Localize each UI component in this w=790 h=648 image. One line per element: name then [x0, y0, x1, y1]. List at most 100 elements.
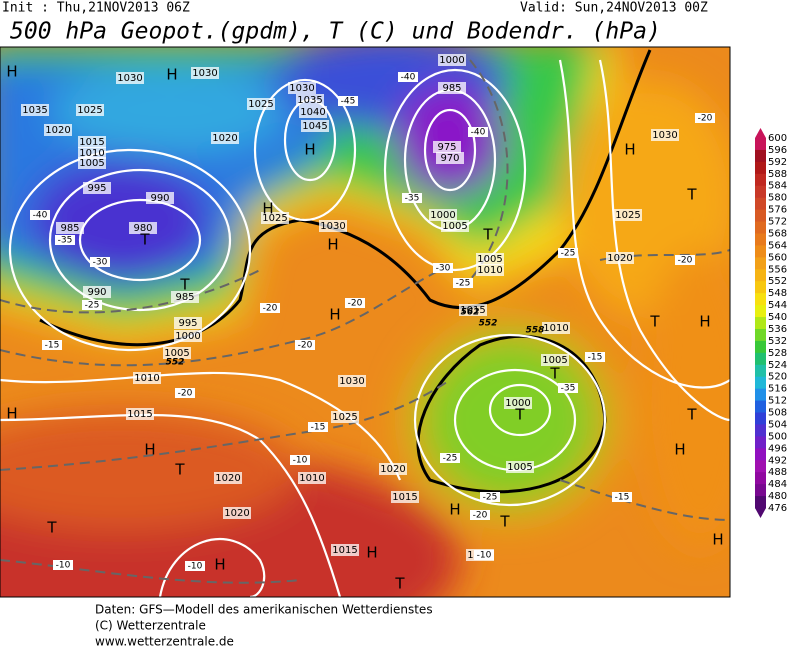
isotherm-label: -20 [298, 341, 313, 351]
isotherm-label: -20 [348, 299, 363, 309]
init-time: Init : Thu,21NOV2013 06Z [2, 1, 190, 16]
contour-label: 558 [526, 326, 545, 336]
pressure-center: H [144, 441, 155, 459]
isobar-label: 1020 [215, 473, 240, 484]
isotherm-label: -15 [45, 341, 60, 351]
isobar-label: 990 [87, 287, 106, 298]
isotherm-label-bg [398, 72, 418, 82]
isotherm-label: -10 [188, 562, 203, 572]
isobar-label-bg [438, 54, 466, 66]
isotherm-label-bg [260, 303, 280, 313]
colorbar-label: 480 [768, 491, 787, 502]
colorbar-label: 588 [768, 169, 787, 180]
isobar-label-bg [133, 372, 161, 384]
isotherm-label: -10 [293, 456, 308, 466]
colorbar-swatch [755, 281, 766, 294]
isobar-label-bg [379, 463, 407, 475]
colorbar-swatch [755, 448, 766, 461]
isobar-label-bg [191, 67, 219, 79]
isobar-label-bg [83, 286, 111, 298]
isobar-label: 1010 [299, 473, 324, 484]
isotherm-label: -15 [588, 353, 603, 363]
pressure-center: T [514, 406, 525, 424]
colorbar-label: 528 [768, 348, 787, 359]
colorbar-swatch [755, 138, 766, 151]
pressure-center: T [394, 575, 405, 593]
colorbar-swatch [755, 149, 766, 163]
isobar-label-bg [441, 220, 469, 232]
colorbar-swatch [755, 472, 766, 485]
colorbar-cap [755, 508, 766, 518]
colorbar-swatch [755, 293, 766, 306]
colorbar-swatch [755, 460, 766, 473]
isobar-label: 990 [150, 193, 169, 204]
isobar-label-bg [78, 147, 106, 159]
isobar-label-bg [44, 124, 72, 136]
isotherm-label: -20 [178, 389, 193, 399]
isotherm-label-bg [470, 510, 490, 520]
colorbar-label: 492 [768, 455, 787, 466]
colorbar-swatch [755, 484, 766, 497]
isobar-label-bg [76, 104, 104, 116]
isobar-label: 1020 [224, 508, 249, 519]
isobar-label-bg [163, 347, 191, 359]
colorbar-swatch [755, 233, 766, 246]
pressure-center: H [712, 531, 723, 549]
isobar-label-bg [298, 472, 326, 484]
pressure-center: H [262, 200, 273, 218]
isobar-label: 1000 [439, 55, 464, 66]
contour-label: 552 [166, 358, 185, 368]
isotherm-label: -20 [473, 511, 488, 521]
isobar-label: 1005 [442, 221, 467, 232]
isobar-label: 1020 [45, 125, 70, 136]
colorbar-label: 556 [768, 264, 787, 275]
pressure-center: H [449, 501, 460, 519]
colorbar-label: 544 [768, 300, 787, 311]
isotherm-label-bg [440, 453, 460, 463]
isobar-label: 1015 [460, 305, 485, 316]
isobar-label: 1010 [477, 265, 502, 276]
isobar-label-bg [288, 82, 316, 94]
pressure-center: H [329, 306, 340, 324]
colorbar-swatch [755, 400, 766, 414]
isotherm-label: -20 [698, 114, 713, 124]
isobar-label-bg [247, 98, 275, 110]
isobar-label: 1010 [134, 373, 159, 384]
isobar-label-bg [429, 209, 457, 221]
colorbar-cap [755, 128, 766, 138]
colorbar-label: 592 [768, 157, 787, 168]
colorbar-swatch [755, 352, 766, 366]
colorbar-label: 512 [768, 396, 787, 407]
isobar-label-bg [126, 408, 154, 420]
pressure-center: H [624, 141, 635, 159]
isobar-label-bg [116, 72, 144, 84]
colorbar-swatch [755, 185, 766, 199]
isobar-label-bg [83, 182, 111, 194]
isobar-label: 1040 [300, 107, 325, 118]
colorbar-label: 576 [768, 205, 787, 216]
isobar-label-bg [504, 397, 532, 409]
colorbar-swatch [755, 197, 766, 211]
isobar-label-bg [171, 291, 199, 303]
isotherm-label: -40 [471, 128, 486, 138]
isobar-label: 1045 [302, 121, 327, 132]
isobar-label-bg [78, 136, 106, 148]
isobar-label: 1030 [652, 130, 677, 141]
isobar-label: 1030 [289, 83, 314, 94]
colorbar-label: 524 [768, 360, 787, 371]
valid-time: Valid: Sun,24NOV2013 00Z [520, 1, 708, 16]
isobar-label-bg [651, 129, 679, 141]
colorbar-label: 500 [768, 431, 787, 442]
isotherm-label-bg [185, 561, 205, 571]
colorbar-label: 600 [768, 133, 787, 144]
isobar-label: 1005 [477, 254, 502, 265]
colorbar-label: 568 [768, 228, 787, 239]
isotherm-label-bg [295, 340, 315, 350]
isobar-label: 1020 [212, 133, 237, 144]
isobar-label: 1015 [79, 137, 104, 148]
colorbar-swatch [755, 317, 766, 330]
isobar-label: 985 [442, 83, 461, 94]
isotherm-label: -20 [678, 256, 693, 266]
pressure-center: T [686, 186, 697, 204]
